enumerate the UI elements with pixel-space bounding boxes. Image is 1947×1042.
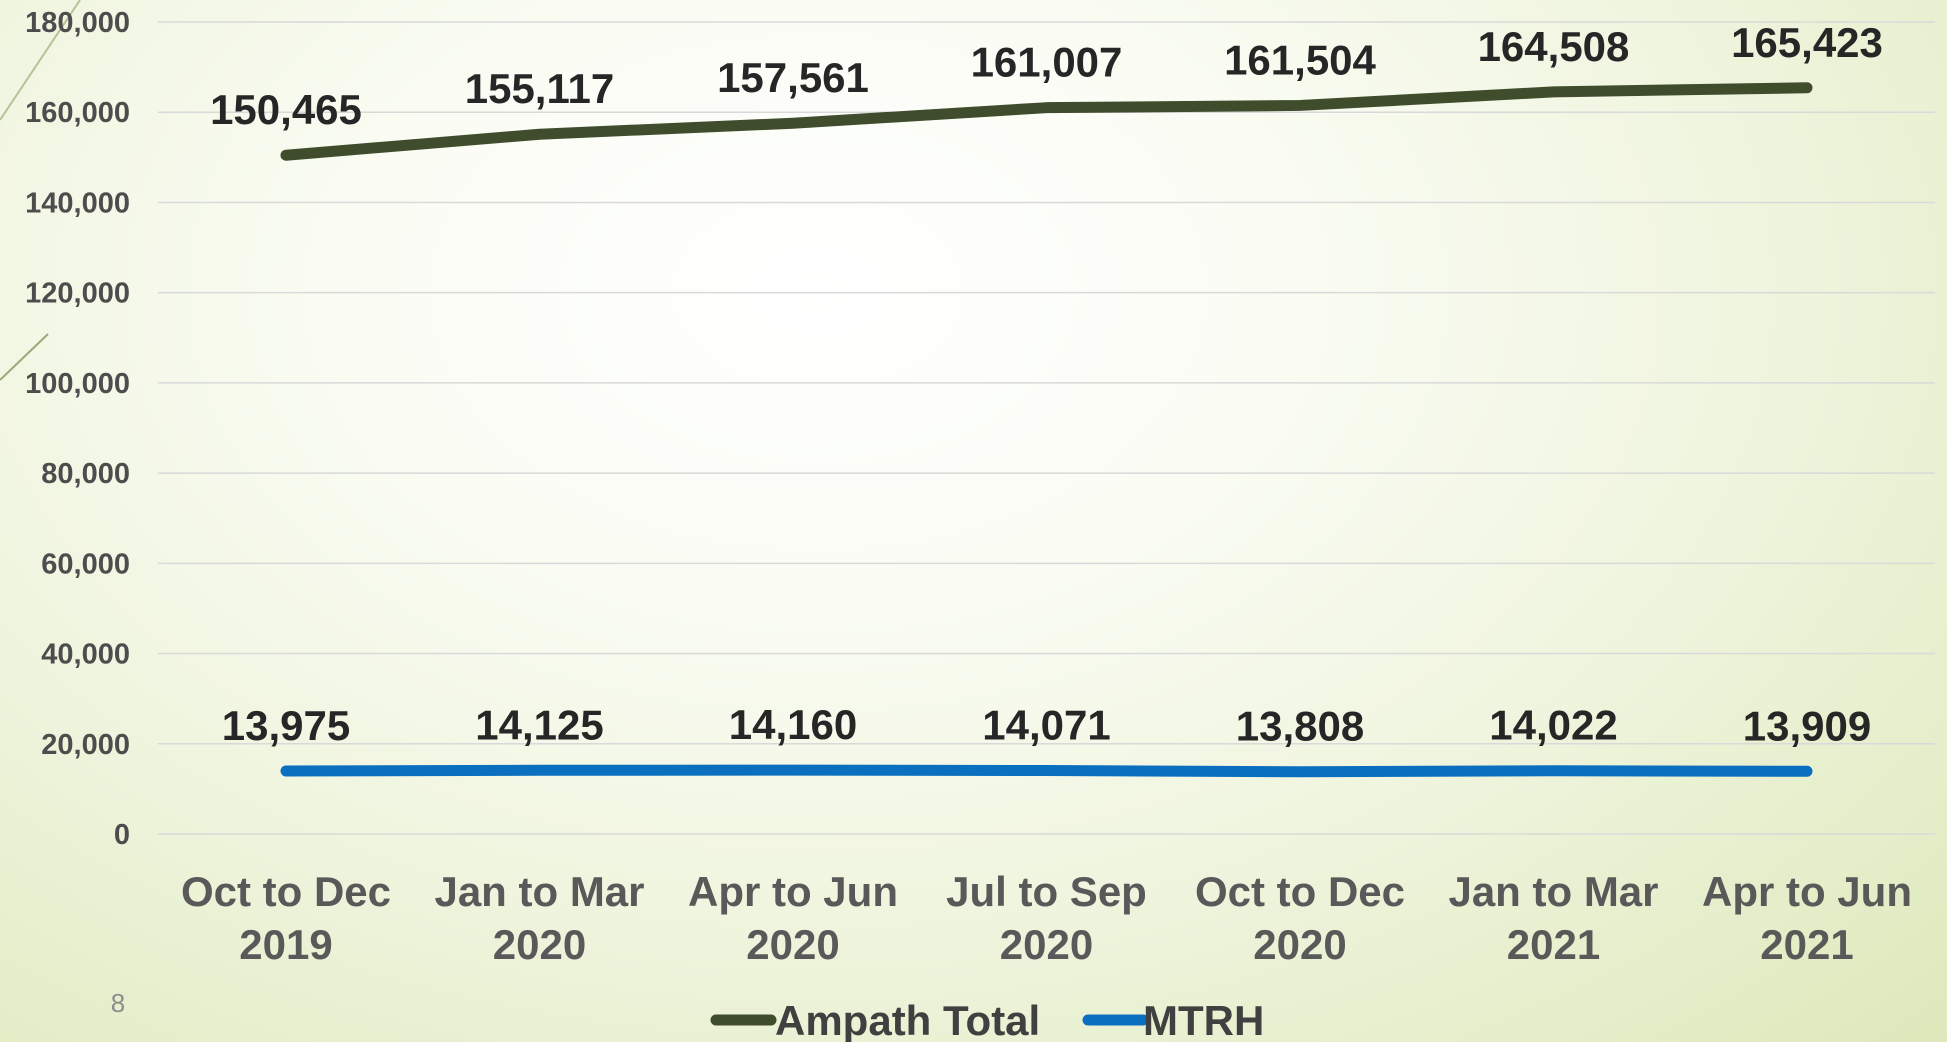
data-labels: 150,465 155,117 157,561 161,007 161,504 164,5… [210,19,1883,750]
legend-label: MTRH [1143,997,1264,1042]
x-category-label: 2020 [1000,921,1093,968]
x-category-label: 2020 [493,921,586,968]
data-label: 13,975 [222,702,350,749]
y-tick-label: 120,000 [25,278,130,310]
y-tick-label: 0 [114,819,130,851]
y-tick-label: 80,000 [41,458,130,490]
data-label: 155,117 [465,65,615,112]
x-category-label: Oct to Dec [1195,868,1405,915]
data-label: 150,465 [210,86,362,133]
y-tick-label: 140,000 [25,187,130,219]
x-category-label: Jan to Mar [434,868,644,915]
x-axis-category-labels: Oct to Dec 2019 Jan to Mar 2020 Apr to Jun 20… [181,868,1912,968]
y-tick-label: 180,000 [25,7,130,39]
data-label: 14,125 [475,701,603,748]
x-category-label: Oct to Dec [181,868,391,915]
y-tick-label: 60,000 [41,548,130,580]
series-line-mtrh [280,764,1813,778]
gridlines [158,21,1935,835]
data-label: 14,160 [729,701,857,748]
slide-number: 8 [111,988,125,1018]
series-lines [280,82,1813,778]
data-label: 14,022 [1489,702,1617,749]
y-tick-label: 40,000 [41,639,130,671]
data-label: 161,504 [1224,36,1376,83]
data-label: 165,423 [1731,19,1883,66]
x-category-label: Apr to Jun [688,868,898,915]
x-category-label: 2020 [1253,921,1346,968]
legend-label: Ampath Total [775,997,1040,1042]
x-category-label: Apr to Jun [1702,868,1912,915]
data-label: 13,808 [1236,703,1364,750]
x-category-label: Jul to Sep [946,868,1147,915]
data-label: 13,909 [1743,702,1871,749]
x-category-label: 2021 [1507,921,1600,968]
data-label: 161,007 [971,39,1123,86]
decorative-corner-lines [0,0,81,381]
data-label: 14,071 [982,702,1110,749]
legend: Ampath Total MTRH [710,997,1264,1042]
y-tick-label: 100,000 [25,368,130,400]
data-label: 157,561 [717,54,869,101]
x-category-label: 2020 [746,921,839,968]
y-tick-label: 20,000 [41,729,130,761]
x-category-label: Jan to Mar [1448,868,1658,915]
y-tick-label: 160,000 [25,97,130,129]
x-category-label: 2021 [1760,921,1853,968]
x-category-label: 2019 [239,921,332,968]
y-axis-tick-labels: 0 20,000 40,000 60,000 80,000 100,000 120,000 1… [25,7,130,851]
data-label: 164,508 [1478,23,1630,70]
